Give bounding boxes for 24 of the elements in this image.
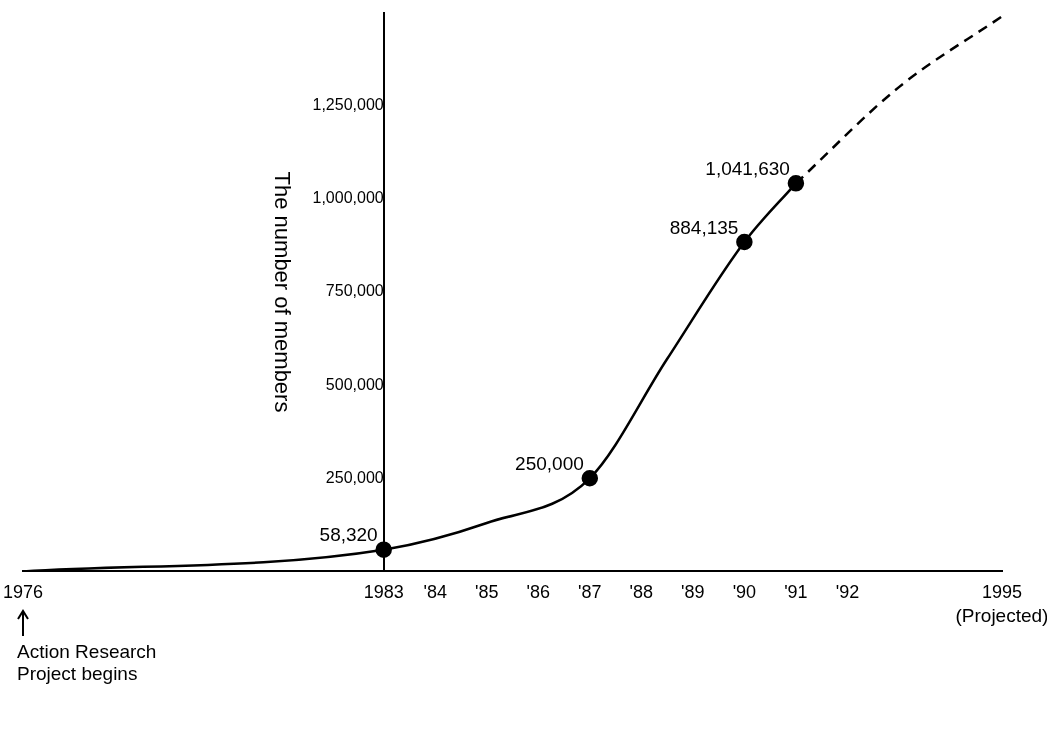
x-tick-label: '92 bbox=[835, 582, 860, 603]
x-tick-label: 1976 bbox=[3, 582, 44, 603]
x-tick-label: 1995 bbox=[981, 582, 1023, 603]
y-tick-label: 500,000 bbox=[325, 375, 384, 393]
y-axis-title: The number of members bbox=[270, 171, 296, 413]
data-label: 58,320 bbox=[319, 524, 378, 546]
y-tick-label: 250,000 bbox=[325, 468, 384, 486]
x-tick-label: '84 bbox=[423, 582, 447, 603]
data-label: 250,000 bbox=[515, 453, 584, 474]
x-tick-label: '87 bbox=[578, 582, 602, 603]
x-tick-label: '91 bbox=[784, 582, 808, 603]
text: (Projected) bbox=[955, 605, 1047, 628]
data-label: 1,041,630 bbox=[705, 158, 790, 180]
y-tick-label: 1,000,000 bbox=[312, 189, 384, 207]
text: Action Research Project begins bbox=[17, 641, 158, 686]
x-tick-label: 1983 bbox=[363, 582, 404, 603]
y-tick-label: 750,000 bbox=[325, 282, 384, 300]
y-tick-label: 1,250,000 bbox=[312, 96, 384, 114]
x-tick-label: '86 bbox=[526, 582, 551, 603]
x-tick-label: '85 bbox=[475, 582, 499, 603]
x-tick-label: '90 bbox=[732, 582, 757, 603]
x-tick-label: '89 bbox=[681, 582, 705, 603]
x-tick-label: '88 bbox=[629, 582, 654, 603]
data-label: 884,135 bbox=[669, 216, 739, 238]
